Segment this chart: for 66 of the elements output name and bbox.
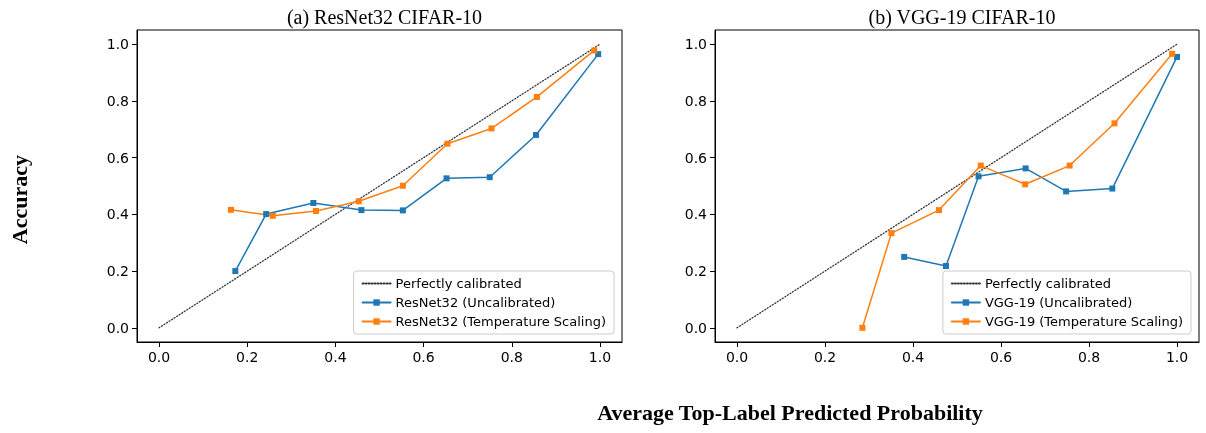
x-tick-label: 0.8 [1077, 349, 1101, 365]
point [355, 198, 362, 205]
y-tick-label: 0.6 [106, 149, 130, 166]
legend-label: ResNet32 (Temperature Scaling) [395, 314, 606, 329]
chart-title: (b) VGG-19 CIFAR-10 [868, 6, 1056, 29]
point [859, 324, 866, 331]
y-tick-label: 0.2 [106, 263, 129, 280]
point [444, 140, 451, 147]
legend-label: Perfectly calibrated [984, 276, 1112, 291]
point [313, 207, 320, 214]
point [1174, 53, 1180, 60]
point [1066, 162, 1073, 169]
y-tick-label: 0.0 [106, 319, 129, 336]
point [943, 262, 949, 269]
point [1111, 120, 1118, 127]
point [901, 253, 908, 260]
point [888, 230, 895, 237]
point [488, 125, 495, 132]
y-tick-label: 0.8 [684, 92, 707, 109]
x-tick-label: 0.0 [147, 349, 171, 365]
point [1169, 50, 1176, 57]
point [1022, 181, 1029, 188]
point [1109, 185, 1116, 192]
x-tick-label: 0.4 [324, 349, 347, 365]
x-tick-label: 0.8 [500, 349, 523, 365]
point [977, 162, 984, 169]
y-tick-label: 0.2 [684, 263, 707, 280]
x-tick-label: 0.2 [813, 349, 837, 365]
y-tick-label: 0.6 [684, 149, 708, 166]
point [269, 212, 276, 219]
point [1063, 188, 1070, 195]
y-tick-label: 0.4 [684, 206, 708, 223]
y-tick-label: 0.8 [106, 92, 129, 109]
y-tick-label: 1.0 [684, 36, 707, 53]
x-axis-title: Average Top-Label Predicted Probability [597, 399, 983, 425]
x-tick-label: 0.6 [989, 349, 1013, 365]
point [227, 206, 234, 213]
y-tick-label: 1.0 [106, 36, 129, 53]
point [263, 211, 270, 218]
point [399, 207, 406, 214]
legend-label: VGG-19 (Uncalibrated) [984, 295, 1133, 310]
legend-label: ResNet32 (Uncalibrated) [395, 295, 556, 310]
chart-title: (a) ResNet32 CIFAR-10 [286, 6, 483, 29]
point [975, 173, 982, 180]
point [486, 174, 493, 181]
point [935, 207, 942, 214]
point [591, 47, 598, 54]
point [533, 93, 540, 100]
point [1022, 165, 1029, 172]
point [358, 207, 365, 214]
y-axis-title: Accuracy [6, 155, 32, 245]
x-tick-label: 1.0 [588, 349, 612, 365]
y-tick-label: 0.0 [684, 319, 707, 336]
point [443, 175, 450, 182]
point [310, 200, 317, 207]
point [399, 182, 406, 189]
x-tick-label: 0.6 [412, 349, 435, 365]
x-tick-label: 0.4 [901, 349, 925, 365]
x-tick-label: 0.2 [236, 349, 259, 365]
point [533, 131, 540, 138]
legend-label: VGG-19 (Temperature Scaling) [984, 314, 1184, 329]
legend-label: Perfectly calibrated [395, 276, 522, 291]
x-tick-label: 1.0 [1165, 349, 1189, 365]
point [232, 268, 239, 275]
x-tick-label: 0.0 [725, 349, 749, 365]
y-tick-label: 0.4 [106, 206, 130, 223]
